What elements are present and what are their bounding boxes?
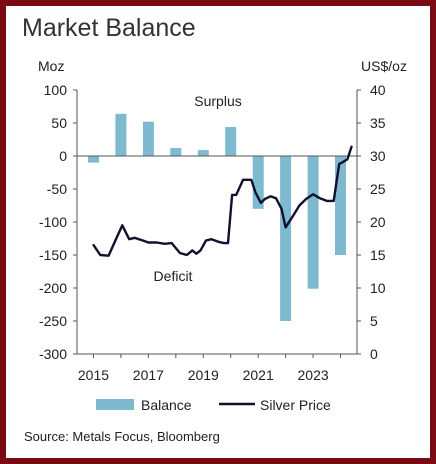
left-tick-label-5: -150 bbox=[39, 247, 67, 263]
x-tick-label-2017: 2017 bbox=[133, 367, 164, 383]
left-tick-label-1: 50 bbox=[51, 115, 67, 131]
source-note: Source: Metals Focus, Bloomberg bbox=[24, 429, 220, 444]
bar-2018 bbox=[170, 148, 182, 156]
x-tick-label-2021: 2021 bbox=[243, 367, 274, 383]
bar-2019 bbox=[197, 150, 209, 156]
bar-2017 bbox=[142, 121, 154, 156]
legend-silver-label: Silver Price bbox=[260, 397, 331, 413]
right-tick-label-2: 30 bbox=[370, 148, 386, 164]
bar-2020 bbox=[225, 127, 237, 156]
legend-balance-label: Balance bbox=[141, 397, 192, 413]
left-tick-label-8: -300 bbox=[39, 346, 67, 362]
bar-2024 bbox=[335, 156, 346, 255]
right-tick-label-4: 20 bbox=[370, 214, 386, 230]
left-tick-label-7: -250 bbox=[39, 313, 67, 329]
right-tick-label-6: 10 bbox=[370, 280, 386, 296]
left-tick-label-0: 100 bbox=[44, 82, 68, 98]
bar-2015 bbox=[88, 156, 99, 163]
right-tick-label-0: 40 bbox=[370, 82, 386, 98]
chart-title: Market Balance bbox=[22, 14, 196, 42]
left-tick-label-2: 0 bbox=[59, 148, 67, 164]
x-tick-label-2015: 2015 bbox=[78, 367, 109, 383]
left-tick-label-3: -50 bbox=[47, 181, 67, 197]
right-axis-unit: US$/oz bbox=[361, 58, 407, 74]
bar-2022 bbox=[280, 156, 292, 321]
left-tick-label-4: -100 bbox=[39, 214, 67, 230]
bar-2021 bbox=[252, 156, 264, 209]
left-axis-unit: Moz bbox=[38, 58, 64, 74]
right-tick-label-3: 25 bbox=[370, 181, 386, 197]
silver-price-line bbox=[92, 145, 353, 257]
right-tick-label-5: 15 bbox=[370, 247, 386, 263]
deficit-annotation: Deficit bbox=[154, 268, 193, 284]
right-tick-label-7: 5 bbox=[370, 313, 378, 329]
left-tick-label-6: -200 bbox=[39, 280, 67, 296]
surplus-annotation: Surplus bbox=[194, 93, 241, 109]
right-tick-label-1: 35 bbox=[370, 115, 386, 131]
x-tick-label-2019: 2019 bbox=[188, 367, 219, 383]
legend-balance-swatch bbox=[96, 399, 134, 410]
right-tick-label-8: 0 bbox=[370, 346, 378, 362]
x-tick-label-2023: 2023 bbox=[298, 367, 329, 383]
bar-2016 bbox=[115, 113, 127, 156]
bar-2023 bbox=[307, 156, 319, 289]
